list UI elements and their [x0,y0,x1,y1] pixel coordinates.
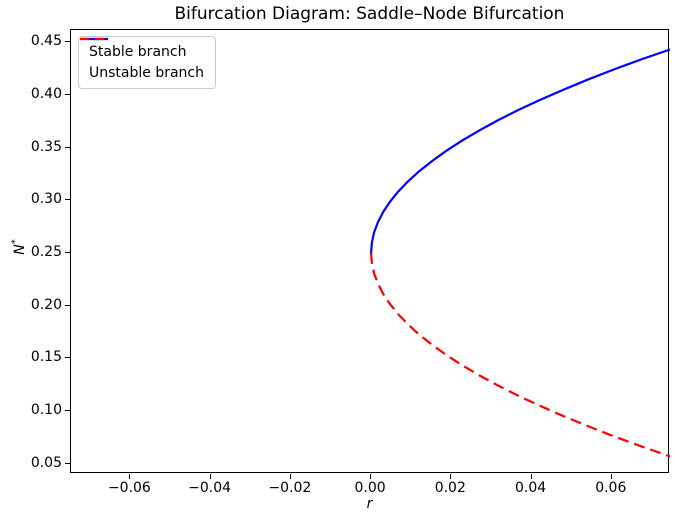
y-tick-label: 0.40 [30,85,62,102]
curve-unstable-branch [370,252,670,458]
x-tick-mark [289,474,291,479]
x-tick-label: 0.04 [515,480,547,496]
y-tick-label: 0.05 [30,454,62,471]
y-tick-label: 0.45 [30,33,62,49]
x-tick-label: 0.06 [595,480,627,496]
x-tick-mark [530,474,532,479]
y-tick-mark [65,357,70,359]
x-tick-label: −0.02 [268,480,312,496]
y-tick-mark [65,199,70,201]
legend-label-stable: Stable branch [89,44,187,60]
x-tick-label: 0.02 [434,480,466,496]
y-tick-mark [65,93,70,95]
curve-stable-branch [370,48,670,253]
legend: Stable branch Unstable branch [78,36,216,89]
x-tick-label: −0.04 [188,480,232,496]
y-tick-label: 0.20 [30,296,62,313]
y-tick-mark [65,462,70,464]
legend-label-unstable: Unstable branch [89,65,204,81]
legend-item-unstable: Unstable branch [80,37,204,81]
y-tick-mark [65,41,70,42]
y-tick-label: 0.35 [30,138,62,155]
x-tick-label: −0.06 [107,480,151,496]
x-tick-label: 0.00 [354,480,386,496]
y-tick-label: 0.25 [30,243,62,260]
x-tick-mark [129,474,131,479]
y-tick-mark [65,146,70,148]
chart-title: Bifurcation Diagram: Saddle–Node Bifurca… [174,4,565,24]
y-tick-label: 0.10 [30,402,62,419]
x-tick-mark [610,474,612,479]
legend-item-stable: Stable branch [80,37,204,60]
x-axis-label: r [366,496,373,512]
plot-area: Stable branch Unstable branch [70,29,670,473]
x-tick-mark [370,474,372,479]
y-tick-mark [65,410,70,412]
x-tick-mark [450,474,452,479]
curves-svg [370,48,670,458]
y-tick-mark [65,251,70,253]
y-tick-mark [65,304,70,306]
y-tick-label: 0.30 [30,191,62,208]
legend-line-dashed-icon [80,37,108,41]
x-tick-mark [209,474,211,479]
y-tick-label: 0.15 [30,349,62,366]
